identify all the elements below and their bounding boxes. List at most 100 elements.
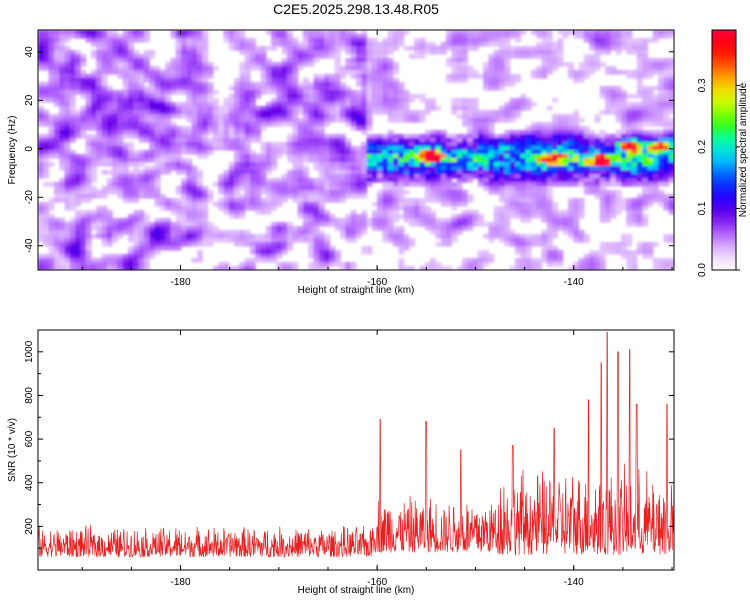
- heatmap-cell: [250, 118, 256, 123]
- heatmap-cell: [493, 226, 500, 231]
- heatmap-cell: [652, 114, 659, 119]
- heatmap-cell: [483, 134, 490, 139]
- heatmap-cell: [541, 250, 548, 255]
- heatmap-cell: [313, 198, 320, 203]
- heatmap-cell: [652, 66, 659, 71]
- heatmap-cell: [308, 38, 315, 43]
- heatmap-cell: [255, 190, 262, 195]
- heatmap-cell: [419, 170, 426, 175]
- heatmap-cell: [313, 78, 320, 83]
- heatmap-cell: [477, 218, 484, 223]
- heatmap-cell: [504, 230, 511, 235]
- heatmap-cell: [350, 66, 357, 71]
- heatmap-cell: [43, 174, 50, 179]
- heatmap-cell: [117, 34, 124, 39]
- heatmap-cell: [43, 170, 50, 175]
- heatmap-cell: [122, 130, 129, 135]
- heatmap-cell: [91, 170, 97, 175]
- heatmap-cell: [191, 222, 198, 227]
- heatmap-cell: [621, 202, 627, 207]
- heatmap-cell: [75, 70, 81, 75]
- heatmap-cell: [361, 70, 368, 75]
- heatmap-cell: [159, 202, 166, 207]
- heatmap-cell: [128, 46, 134, 51]
- heatmap-cell: [308, 90, 315, 95]
- heatmap-cell: [403, 218, 410, 223]
- heatmap-cell: [128, 194, 134, 199]
- heatmap-cell: [377, 190, 384, 195]
- heatmap-cell: [409, 170, 415, 175]
- heatmap-cell: [610, 102, 617, 107]
- heatmap-cell: [361, 62, 368, 67]
- heatmap-cell: [85, 30, 92, 35]
- heatmap-cell: [462, 258, 468, 263]
- heatmap-cell: [175, 62, 182, 67]
- heatmap-cell: [138, 230, 145, 235]
- heatmap-cell: [530, 166, 537, 171]
- heatmap-cell: [393, 98, 399, 103]
- heatmap-cell: [345, 238, 352, 243]
- heatmap-cell: [562, 158, 569, 163]
- heatmap-cell: [181, 106, 187, 111]
- heatmap-cell: [647, 166, 654, 171]
- heatmap-cell: [668, 234, 674, 239]
- heatmap-cell: [605, 150, 611, 155]
- heatmap-cell: [287, 142, 293, 147]
- heatmap-cell: [308, 190, 315, 195]
- heatmap-cell: [366, 42, 373, 47]
- heatmap-cell: [144, 98, 150, 103]
- heatmap-cell: [271, 234, 278, 239]
- heatmap-cell: [652, 170, 659, 175]
- heatmap-cell: [573, 174, 580, 179]
- heatmap-cell: [615, 190, 622, 195]
- heatmap-cell: [562, 130, 569, 135]
- heatmap-cell: [329, 178, 336, 183]
- heatmap-cell: [53, 34, 60, 39]
- heatmap-cell: [207, 110, 214, 115]
- heatmap-cell: [64, 146, 71, 151]
- heatmap-cell: [80, 166, 87, 171]
- heatmap-cell: [520, 242, 527, 247]
- heatmap-cell: [350, 98, 357, 103]
- heatmap-cell: [658, 134, 664, 139]
- heatmap-cell: [154, 218, 161, 223]
- heatmap-cell: [440, 158, 447, 163]
- heatmap-cell: [122, 82, 129, 87]
- heatmap-cell: [239, 34, 246, 39]
- heatmap-cell: [493, 222, 500, 227]
- heatmap-cell: [387, 166, 394, 171]
- heatmap-cell: [239, 178, 246, 183]
- heatmap-cell: [101, 226, 108, 231]
- heatmap-cell: [149, 74, 156, 79]
- heatmap-cell: [202, 214, 209, 219]
- heatmap-cell: [472, 158, 479, 163]
- heatmap-cell: [472, 170, 479, 175]
- heatmap-cell: [462, 138, 468, 143]
- heatmap-cell: [80, 198, 87, 203]
- heatmap-cell: [43, 38, 50, 43]
- heatmap-cell: [568, 174, 574, 179]
- heatmap-cell: [488, 54, 495, 59]
- heatmap-cell: [329, 74, 336, 79]
- heatmap-cell: [165, 110, 172, 115]
- heatmap-cell: [446, 162, 452, 167]
- heatmap-cell: [202, 198, 209, 203]
- heatmap-cell: [53, 42, 60, 47]
- heatmap-cell: [128, 162, 134, 167]
- heatmap-cell: [43, 182, 50, 187]
- heatmap-cell: [504, 170, 511, 175]
- heatmap-cell: [101, 86, 108, 91]
- heatmap-cell: [483, 178, 490, 183]
- heatmap-cell: [546, 66, 553, 71]
- heatmap-cell: [578, 162, 585, 167]
- heatmap-cell: [382, 234, 389, 239]
- heatmap-cell: [647, 142, 654, 147]
- heatmap-cell: [223, 126, 230, 131]
- heatmap-cell: [456, 202, 463, 207]
- heatmap-cell: [186, 54, 193, 59]
- heatmap-cell: [186, 138, 193, 143]
- heatmap-cell: [377, 202, 384, 207]
- heatmap-cell: [594, 254, 601, 259]
- heatmap-cell: [112, 110, 119, 115]
- heatmap-cell: [493, 150, 500, 155]
